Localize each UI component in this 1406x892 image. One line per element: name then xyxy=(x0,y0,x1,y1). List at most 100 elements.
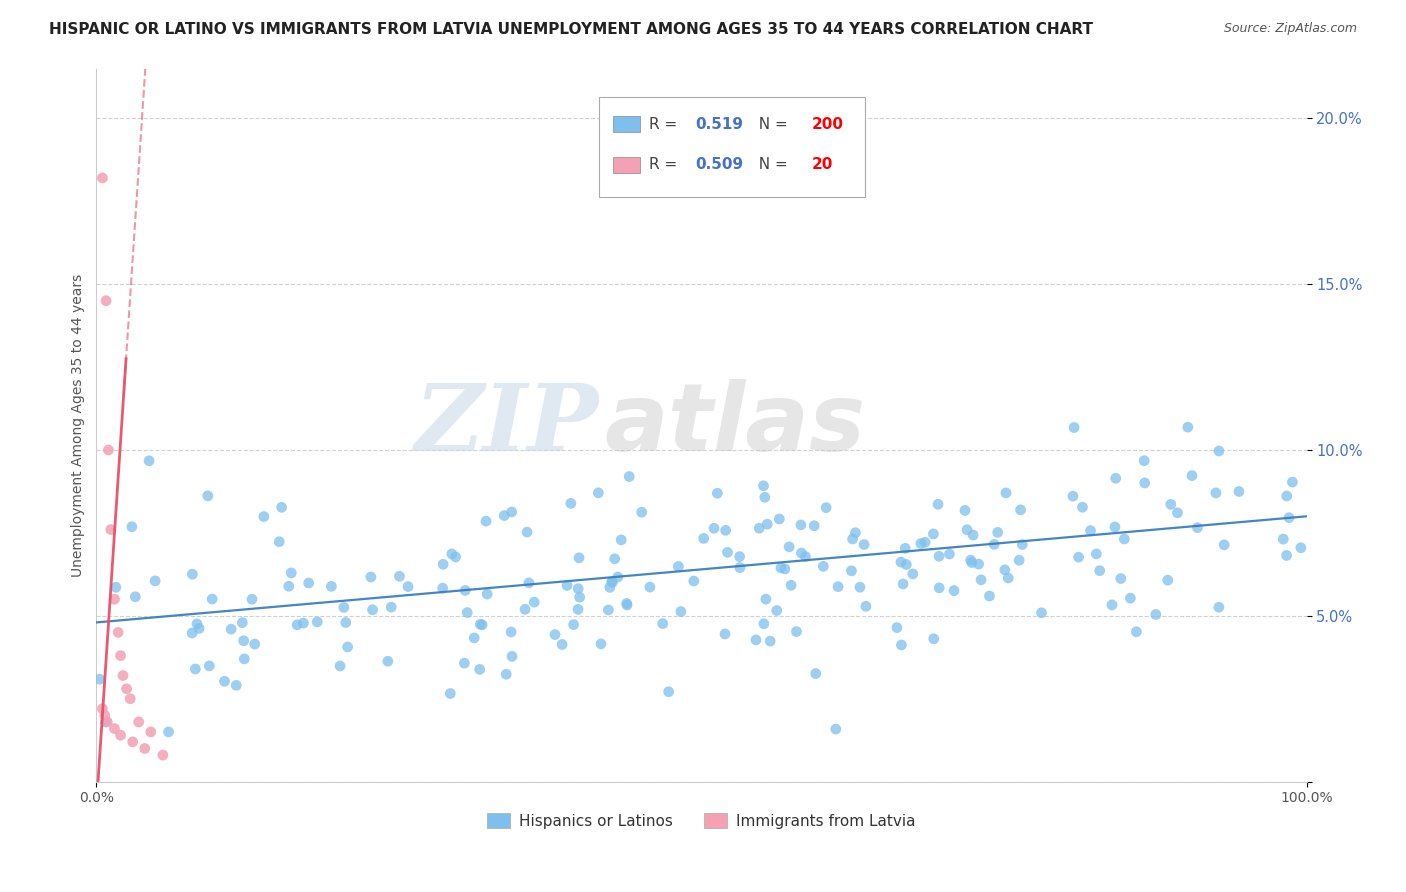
Text: N =: N = xyxy=(748,157,792,172)
Point xyxy=(602,575,624,590)
Point xyxy=(959,553,981,567)
Point xyxy=(568,591,591,605)
Point xyxy=(551,637,574,651)
Point xyxy=(1278,510,1301,524)
Point xyxy=(335,615,357,630)
Point xyxy=(329,659,352,673)
Point xyxy=(396,580,419,594)
Point xyxy=(96,714,118,729)
Point xyxy=(181,567,204,582)
Point xyxy=(231,615,253,630)
Point xyxy=(233,652,256,666)
Point xyxy=(987,525,1010,540)
Point xyxy=(1080,524,1102,538)
Point xyxy=(983,537,1005,551)
Point xyxy=(475,514,498,528)
Point xyxy=(716,545,738,559)
Point xyxy=(599,581,621,595)
Point xyxy=(588,486,610,500)
Point xyxy=(243,637,266,651)
Point xyxy=(1011,537,1033,551)
Point xyxy=(970,573,993,587)
Point xyxy=(567,582,589,596)
Point xyxy=(997,571,1019,585)
Point xyxy=(756,517,779,532)
Point xyxy=(1275,489,1298,503)
Point xyxy=(754,491,776,505)
Point xyxy=(768,512,790,526)
Point xyxy=(603,551,626,566)
Point xyxy=(361,603,384,617)
Point xyxy=(755,592,778,607)
Point xyxy=(1205,486,1227,500)
Point xyxy=(1114,532,1136,546)
Point xyxy=(1063,420,1085,434)
Point xyxy=(956,523,979,537)
Point xyxy=(143,574,166,588)
Point xyxy=(714,627,737,641)
Point xyxy=(1272,532,1295,546)
Point xyxy=(111,668,134,682)
Point xyxy=(124,590,146,604)
Point xyxy=(1144,607,1167,622)
Point xyxy=(1010,503,1032,517)
Point xyxy=(1101,598,1123,612)
Point xyxy=(181,626,204,640)
Point xyxy=(619,469,641,483)
Point xyxy=(927,497,949,511)
Point xyxy=(269,534,291,549)
Point xyxy=(794,549,817,564)
Point xyxy=(89,672,111,686)
Point xyxy=(1031,606,1053,620)
Point xyxy=(651,616,673,631)
Point xyxy=(1088,564,1111,578)
Text: R =: R = xyxy=(650,117,682,132)
Point xyxy=(786,624,808,639)
Text: 20: 20 xyxy=(811,157,832,172)
Point xyxy=(495,667,517,681)
Point xyxy=(1281,475,1303,489)
Point xyxy=(606,570,628,584)
Text: atlas: atlas xyxy=(605,379,866,471)
Point xyxy=(841,564,863,578)
Point xyxy=(225,678,247,692)
Point xyxy=(953,503,976,517)
Point xyxy=(853,537,876,551)
Point xyxy=(214,674,236,689)
Point xyxy=(138,454,160,468)
Point xyxy=(714,524,737,538)
Point xyxy=(560,496,582,510)
Point xyxy=(728,560,751,574)
Text: R =: R = xyxy=(650,157,682,172)
Point xyxy=(813,559,835,574)
Point xyxy=(598,603,620,617)
Point xyxy=(748,521,770,535)
Point xyxy=(110,648,132,663)
Point xyxy=(610,533,633,547)
Point xyxy=(849,580,872,594)
Text: 0.519: 0.519 xyxy=(696,117,744,132)
Point xyxy=(139,725,162,739)
Point xyxy=(513,602,536,616)
Point xyxy=(517,576,540,591)
Point xyxy=(1187,521,1209,535)
Point xyxy=(568,550,591,565)
Point xyxy=(232,633,254,648)
Point xyxy=(891,577,914,591)
Point xyxy=(152,748,174,763)
Point xyxy=(778,540,800,554)
Point xyxy=(692,532,714,546)
Point xyxy=(658,684,681,698)
Point xyxy=(184,662,207,676)
Point xyxy=(360,570,382,584)
Point xyxy=(728,549,751,564)
Point xyxy=(901,566,924,581)
Text: N =: N = xyxy=(748,117,792,132)
Point xyxy=(567,602,589,616)
Point xyxy=(336,640,359,654)
Text: Source: ZipAtlas.com: Source: ZipAtlas.com xyxy=(1223,22,1357,36)
Point xyxy=(186,616,208,631)
Point xyxy=(439,686,461,700)
Point xyxy=(938,547,960,561)
Point xyxy=(824,722,846,736)
